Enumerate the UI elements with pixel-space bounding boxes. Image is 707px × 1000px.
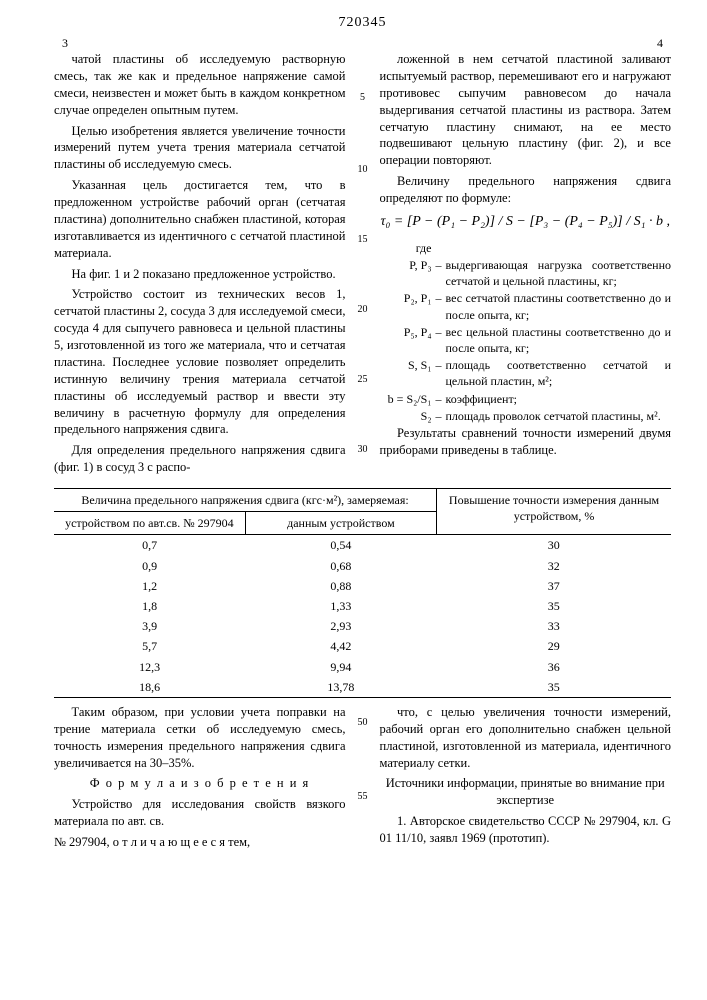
def-sym: P₂, P₁ [380, 290, 436, 322]
table-row: 3,92,9333 [54, 616, 671, 636]
document-number: 720345 [54, 14, 671, 33]
table-row: 1,81,3335 [54, 596, 671, 616]
def-sym: b = S₂/S₁ [380, 391, 436, 407]
table-row: 0,90,6832 [54, 556, 671, 576]
table-row: 12,39,9436 [54, 657, 671, 677]
table-row: 5,74,4229 [54, 636, 671, 656]
page-col-number-right: 4 [380, 35, 664, 51]
def-text: коэффициент; [446, 391, 672, 407]
def-text: вес цельной пластины соответственно до и… [446, 324, 672, 356]
gutter-num: 55 [354, 790, 372, 804]
para: что, с целью увеличения точности измерен… [380, 704, 672, 772]
table-row: 18,613,7835 [54, 677, 671, 698]
lower-left-column: Таким образом, при условии учета поправк… [54, 704, 346, 855]
def-sym: S, S₁ [380, 357, 436, 389]
def-sym: P₅, P₄ [380, 324, 436, 356]
table-subheader: данным устройством [245, 512, 436, 535]
def-sym: P, P₃ [380, 257, 436, 289]
gutter-num: 5 [354, 91, 372, 105]
gutter-num: 50 [354, 716, 372, 730]
def-sym: S₂ [380, 408, 436, 424]
para: Величину предельного напряжения сдвига о… [380, 173, 672, 207]
upper-columns: 3 чатой пластины об исследуемую растворн… [54, 35, 671, 480]
lower-columns: Таким образом, при условии учета поправк… [54, 704, 671, 855]
para: Устройство состоит из технических весов … [54, 286, 346, 438]
para: Таким образом, при условии учета поправк… [54, 704, 346, 772]
def-text: вес сетчатой пластины соответственно до … [446, 290, 672, 322]
gutter-numbers: 5 10 15 20 25 30 [354, 35, 372, 480]
page-col-number-left: 3 [62, 35, 346, 51]
gutter-num: 30 [354, 443, 372, 457]
para: Устройство для исследования свойств вязк… [54, 796, 346, 830]
gutter-num: 25 [354, 373, 372, 387]
lower-right-column: что, с целью увеличения точности измерен… [380, 704, 672, 855]
left-column: 3 чатой пластины об исследуемую растворн… [54, 35, 346, 480]
para: чатой пластины об исследуемую растворную… [54, 51, 346, 119]
table-row: 0,70,5430 [54, 535, 671, 556]
para: Указанная цель достигается тем, что в пр… [54, 177, 346, 261]
para: Целью изобретения является увеличение то… [54, 123, 346, 174]
def-where: где [380, 240, 436, 256]
para: Источники информации, принятые во вниман… [380, 775, 672, 809]
table-subheader: устройством по авт.св. № 297904 [54, 512, 245, 535]
formula: τ₀ = [P − (P₁ − P₂)] / S − [P₃ − (P₄ − P… [380, 213, 672, 232]
para: № 297904, о т л и ч а ю щ е е с я тем, [54, 834, 346, 851]
para: На фиг. 1 и 2 показано предложенное устр… [54, 266, 346, 283]
para: 1. Авторское свидетельство СССР № 297904… [380, 813, 672, 847]
para: ложенной в нем сетчатой пластиной залива… [380, 51, 672, 169]
def-text: площадь соответственно сетчатой и цельно… [446, 357, 672, 389]
table-row: 1,20,8837 [54, 576, 671, 596]
table-header: Повышение точности измерения данным устр… [437, 489, 671, 535]
definitions: где P, P₃–выдергивающая нагрузка соответ… [380, 240, 672, 424]
results-table: Величина предельного напряжения сдвига (… [54, 488, 671, 698]
gutter-num: 15 [354, 233, 372, 247]
gutter-numbers-lower: 50 55 [354, 704, 372, 855]
def-text: площадь проволок сетчатой пластины, м². [446, 408, 672, 424]
para: Результаты сравнений точности измерений … [380, 425, 672, 459]
formula-title: Ф о р м у л а и з о б р е т е н и я [54, 775, 346, 792]
gutter-num: 20 [354, 303, 372, 317]
table-header: Величина предельного напряжения сдвига (… [54, 489, 437, 512]
right-column: 4 ложенной в нем сетчатой пластиной зали… [380, 35, 672, 480]
def-text: выдергивающая нагрузка соответственно се… [446, 257, 672, 289]
gutter-num: 10 [354, 163, 372, 177]
para: Для определения предельного напряжения с… [54, 442, 346, 476]
